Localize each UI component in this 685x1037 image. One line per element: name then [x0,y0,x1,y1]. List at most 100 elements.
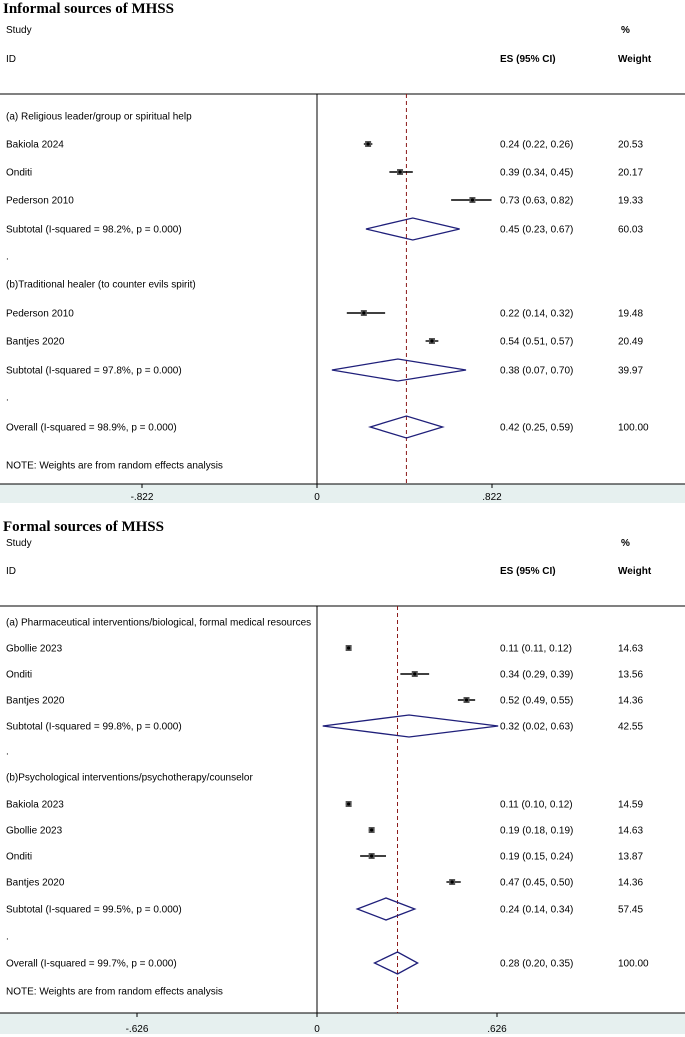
study-label: Gbollie 2023 [6,826,63,837]
study-label: Bantjes 2020 [6,878,65,889]
header-study: Study [6,25,32,36]
study-point-estimate [347,646,351,650]
study-es-ci: 0.54 (0.51, 0.57) [500,337,573,348]
subtotal-diamond [322,714,499,738]
spacer-dot: . [6,932,9,943]
study-es-ci: 0.52 (0.49, 0.55) [500,696,573,707]
study-weight: 13.87 [618,852,643,863]
x-tick-label: -.822 [131,492,154,503]
study-point-estimate [470,198,475,202]
study-es-ci: 0.73 (0.63, 0.82) [500,196,573,207]
x-tick-label: -.626 [126,1024,149,1035]
axis-band [0,1013,685,1034]
study-weight: 14.36 [618,696,643,707]
header-id: ID [6,566,16,577]
study-point-estimate [366,142,370,146]
subtotal-weight: 42.55 [618,722,643,733]
study-point-estimate [398,170,402,174]
subtotal-es-ci: 0.24 (0.14, 0.34) [500,905,573,916]
subtotal-label: Subtotal (I-squared = 97.8%, p = 0.000) [6,366,182,377]
study-weight: 13.56 [618,670,643,681]
study-weight: 19.33 [618,196,643,207]
header-weight: Weight [618,566,652,577]
panel-title: Formal sources of MHSS [3,519,164,535]
study-point-estimate [413,672,417,676]
study-point-estimate [362,311,366,315]
study-label: Onditi [6,168,32,179]
x-tick-label: .822 [482,492,502,503]
overall-diamond [367,415,445,439]
study-label: Pederson 2010 [6,196,74,207]
subtotal-weight: 60.03 [618,225,643,236]
overall-weight: 100.00 [618,959,649,970]
study-point-estimate [464,698,469,702]
subgroup-label: (a) Pharmaceutical interventions/biologi… [6,618,311,629]
x-tick-label: 0 [314,1024,320,1035]
study-label: Bantjes 2020 [6,337,65,348]
study-point-estimate [347,802,351,806]
study-es-ci: 0.22 (0.14, 0.32) [500,309,573,320]
study-label: Onditi [6,852,32,863]
study-es-ci: 0.34 (0.29, 0.39) [500,670,573,681]
header-percent: % [621,538,630,549]
header-study: Study [6,538,32,549]
study-point-estimate [450,880,454,884]
overall-label: Overall (I-squared = 98.9%, p = 0.000) [6,423,177,434]
study-es-ci: 0.47 (0.45, 0.50) [500,878,573,889]
weights-note: NOTE: Weights are from random effects an… [6,461,223,472]
study-es-ci: 0.19 (0.15, 0.24) [500,852,573,863]
subgroup-label: (b)Traditional healer (to counter evils … [6,280,196,291]
study-weight: 20.17 [618,168,643,179]
overall-label: Overall (I-squared = 99.7%, p = 0.000) [6,959,177,970]
header-weight: Weight [618,54,652,65]
subtotal-label: Subtotal (I-squared = 98.2%, p = 0.000) [6,225,182,236]
header-es-ci: ES (95% CI) [500,566,556,577]
study-weight: 14.63 [618,644,643,655]
weights-note: NOTE: Weights are from random effects an… [6,987,223,998]
subtotal-es-ci: 0.45 (0.23, 0.67) [500,225,573,236]
subtotal-diamond [365,217,460,241]
study-label: Pederson 2010 [6,309,74,320]
overall-es-ci: 0.28 (0.20, 0.35) [500,959,573,970]
x-tick-label: .626 [487,1024,507,1035]
study-label: Gbollie 2023 [6,644,63,655]
study-es-ci: 0.11 (0.11, 0.12) [500,644,572,655]
subgroup-label: (b)Psychological interventions/psychothe… [6,773,253,784]
overall-diamond [373,951,419,975]
study-weight: 20.53 [618,140,643,151]
subtotal-weight: 39.97 [618,366,643,377]
subtotal-diamond [355,897,417,921]
spacer-dot: . [6,252,9,263]
study-es-ci: 0.39 (0.34, 0.45) [500,168,573,179]
subtotal-es-ci: 0.38 (0.07, 0.70) [500,366,573,377]
subtotal-weight: 57.45 [618,905,643,916]
study-es-ci: 0.11 (0.10, 0.12) [500,800,573,811]
header-percent: % [621,25,630,36]
study-weight: 19.48 [618,309,643,320]
header-id: ID [6,54,16,65]
study-weight: 20.49 [618,337,643,348]
axis-band [0,484,685,503]
study-point-estimate [370,828,374,832]
x-tick-label: 0 [314,492,320,503]
panel-title: Informal sources of MHSS [3,1,174,17]
study-point-estimate [430,339,434,343]
overall-es-ci: 0.42 (0.25, 0.59) [500,423,573,434]
study-label: Onditi [6,670,32,681]
subtotal-label: Subtotal (I-squared = 99.8%, p = 0.000) [6,722,182,733]
study-label: Bantjes 2020 [6,696,65,707]
subtotal-label: Subtotal (I-squared = 99.5%, p = 0.000) [6,905,182,916]
study-label: Bakiola 2024 [6,140,64,151]
forest-panel-1: Informal sources of MHSS Study ID ES (95% C… [0,1,685,503]
spacer-dot: . [6,747,9,758]
study-es-ci: 0.19 (0.18, 0.19) [500,826,573,837]
subtotal-es-ci: 0.32 (0.02, 0.63) [500,722,573,733]
spacer-dot: . [6,393,9,404]
study-weight: 14.36 [618,878,643,889]
overall-weight: 100.00 [618,423,649,434]
study-label: Bakiola 2023 [6,800,64,811]
forest-panel-2: Formal sources of MHSS Study ID ES (95% CI)… [0,519,685,1035]
subtotal-diamond [331,358,467,382]
study-point-estimate [370,854,374,858]
